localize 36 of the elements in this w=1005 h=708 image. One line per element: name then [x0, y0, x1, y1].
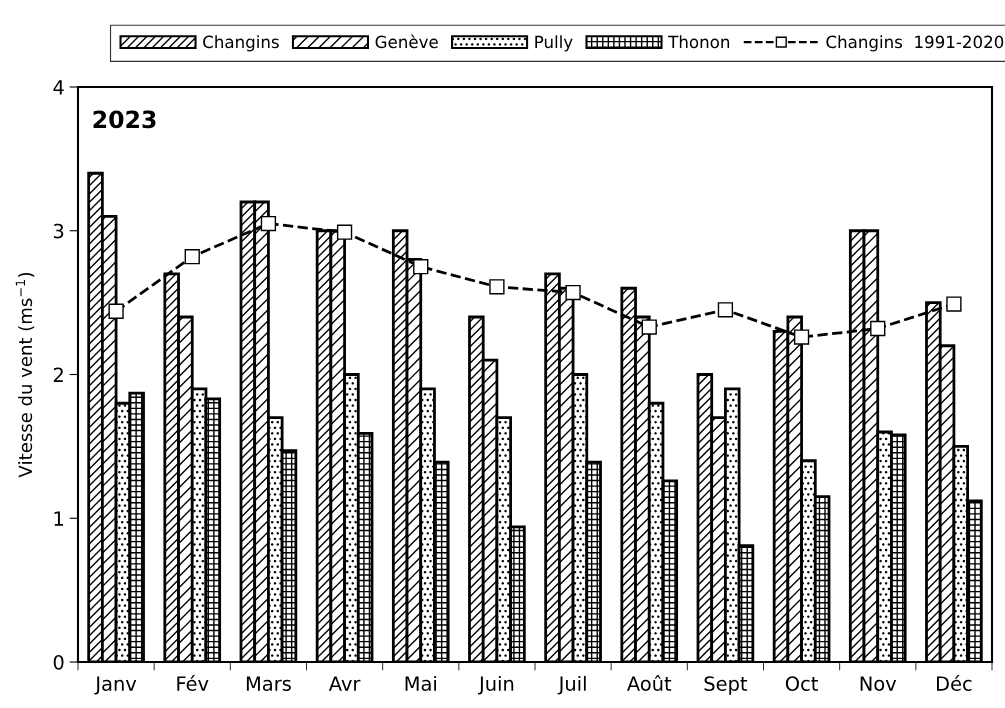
point: [565, 284, 581, 301]
x-tick-label: Oct: [785, 676, 818, 691]
x-tick-label: Déc: [937, 675, 972, 691]
x-tick-label: Fév: [177, 675, 209, 691]
legend-label: Pully: [535, 35, 573, 52]
point: [717, 302, 734, 318]
legend-label: Genève: [375, 34, 438, 49]
x-tick-label: Avr: [328, 676, 361, 691]
y-tick-label: 4: [53, 80, 64, 95]
point: [641, 319, 657, 335]
x-tick-label: Juil: [557, 675, 586, 695]
point: [793, 329, 810, 345]
y-tick-label: 2: [53, 367, 63, 382]
point: [946, 296, 962, 312]
x-tick-label: Sept: [704, 676, 748, 695]
x-tick-label: Août: [627, 675, 672, 691]
y-tick-label: 0: [53, 654, 64, 670]
x-tick-label: Nov: [860, 676, 897, 691]
x-tick-label: Juin: [478, 675, 514, 695]
point: [870, 320, 886, 337]
point: [184, 248, 200, 265]
x-tick-label: Janv: [94, 676, 137, 695]
point: [489, 279, 505, 295]
point: [260, 215, 277, 232]
y-tick-label: 3: [53, 223, 64, 239]
point: [413, 259, 429, 275]
x-tick-label: Mai: [405, 675, 436, 691]
y-tick-label: 1: [54, 511, 64, 526]
annotation: 2023: [93, 110, 156, 129]
legend-label: Changins: [203, 35, 279, 52]
legend-label: Thonon: [668, 35, 730, 49]
point: [108, 303, 124, 319]
y-axis-title: Vitesse du vent (ms$^{−1}$): [15, 272, 35, 478]
point: [336, 224, 353, 240]
x-tick-label: Mars: [246, 676, 291, 691]
legend-label: Changins 1991-2020: [826, 35, 1004, 52]
